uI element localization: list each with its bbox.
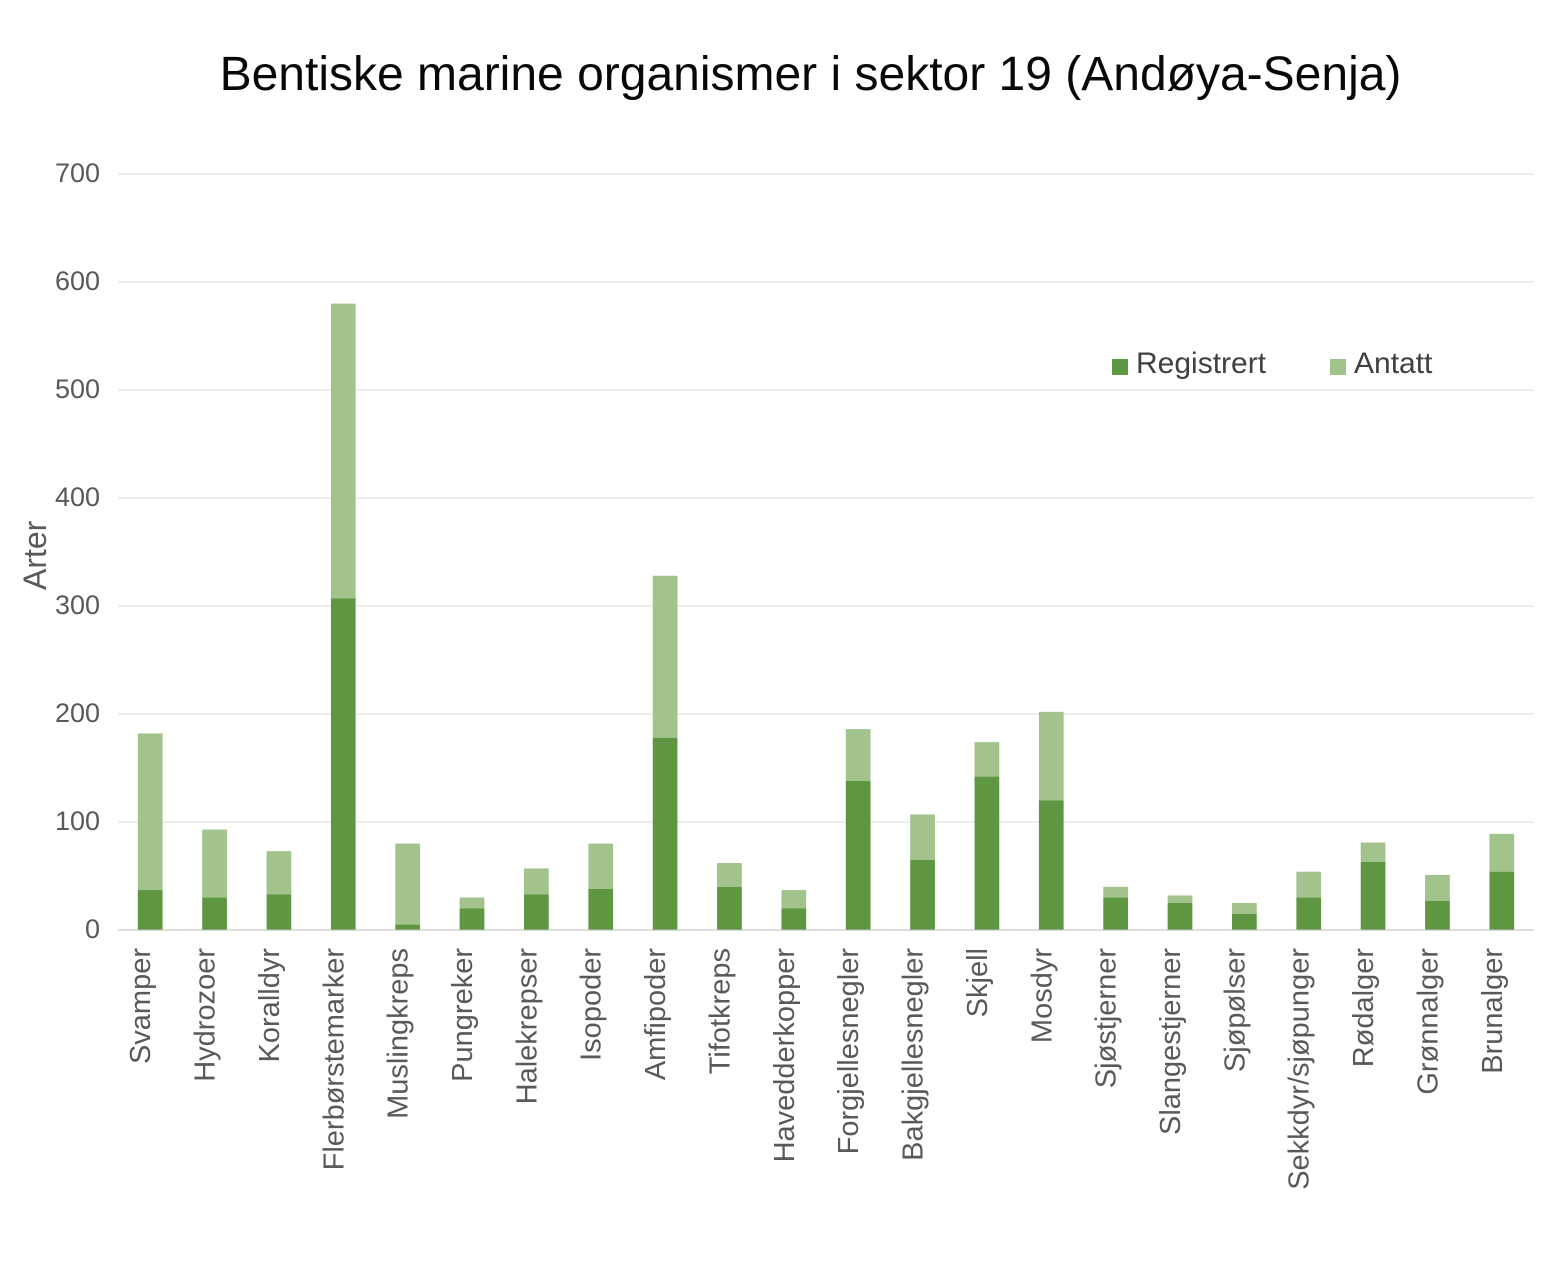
svg-text:100: 100	[55, 806, 100, 836]
svg-text:500: 500	[55, 374, 100, 404]
svg-text:Bakgjellesnegler: Bakgjellesnegler	[898, 948, 930, 1161]
svg-text:Grønnalger: Grønnalger	[1412, 948, 1444, 1095]
svg-text:Mosdyr: Mosdyr	[1026, 948, 1058, 1043]
svg-text:Rødalger: Rødalger	[1348, 948, 1380, 1068]
svg-text:Svamper: Svamper	[125, 948, 157, 1064]
svg-text:400: 400	[55, 482, 100, 512]
svg-text:Sjøpølser: Sjøpølser	[1219, 948, 1251, 1072]
svg-text:Pungreker: Pungreker	[447, 948, 479, 1082]
svg-text:200: 200	[55, 698, 100, 728]
svg-text:0: 0	[85, 914, 100, 944]
svg-text:Amfipoder: Amfipoder	[640, 948, 672, 1081]
svg-text:Sekkdyr/sjøpunger: Sekkdyr/sjøpunger	[1284, 948, 1316, 1190]
svg-text:Flerbørstemarker: Flerbørstemarker	[318, 948, 350, 1171]
svg-text:Halekrepser: Halekrepser	[511, 948, 543, 1105]
svg-text:300: 300	[55, 590, 100, 620]
svg-text:Skjell: Skjell	[962, 948, 994, 1017]
svg-text:600: 600	[55, 266, 100, 296]
svg-text:Koralldyr: Koralldyr	[254, 948, 286, 1063]
svg-text:Isopoder: Isopoder	[576, 948, 608, 1061]
svg-text:Tifotkreps: Tifotkreps	[704, 948, 736, 1074]
svg-text:Sjøstjerner: Sjøstjerner	[1091, 948, 1123, 1089]
svg-text:Havedderkopper: Havedderkopper	[769, 948, 801, 1163]
svg-text:700: 700	[55, 158, 100, 188]
svg-text:Hydrozoer: Hydrozoer	[190, 948, 222, 1082]
svg-text:Slangestjerner: Slangestjerner	[1155, 948, 1187, 1135]
svg-text:Brunalger: Brunalger	[1477, 948, 1509, 1074]
svg-text:Muslingkreps: Muslingkreps	[383, 948, 415, 1119]
svg-text:Forgjellesnegler: Forgjellesnegler	[833, 948, 865, 1155]
